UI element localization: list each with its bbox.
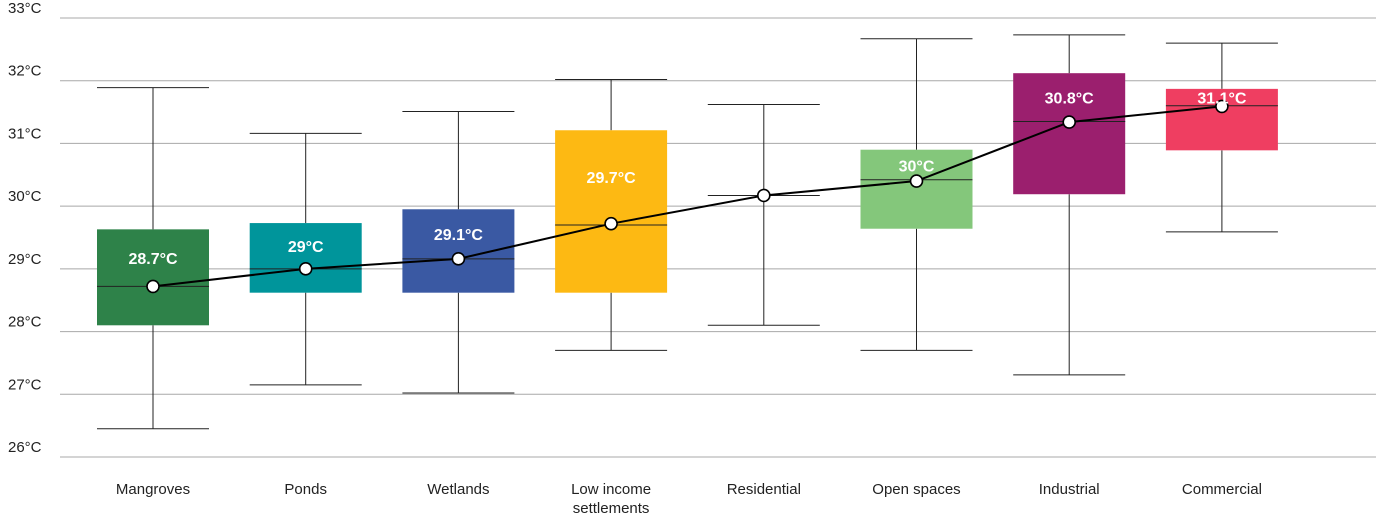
mean-trend (152, 105, 1223, 288)
box-low-income-settlements (555, 130, 668, 293)
box-mangroves (97, 229, 209, 326)
box-wetlands (402, 209, 515, 293)
x-tick-label-low-income-settlements: Low income settlements (571, 481, 651, 517)
box-open-spaces (860, 149, 973, 229)
mean-marker-commercial (1215, 99, 1229, 114)
value-label-open-spaces: 30°C (899, 158, 935, 175)
x-tick-label-line: Residential (727, 481, 801, 498)
box-commercial (1165, 88, 1278, 151)
mean-markers (146, 99, 1229, 294)
x-tick-label-ponds: Ponds (284, 481, 327, 498)
x-tick-label-commercial: Commercial (1182, 481, 1262, 498)
y-tick-label: 29°C (8, 251, 42, 268)
x-tick-label-line: Industrial (1039, 481, 1100, 498)
mean-marker-residential (756, 188, 771, 203)
y-tick-label: 32°C (8, 63, 42, 80)
mean-marker-open-spaces (909, 174, 924, 188)
y-tick-label: 26°C (8, 439, 42, 456)
x-tick-label-line: settlements (573, 500, 650, 517)
y-tick-label: 28°C (8, 314, 42, 331)
mean-marker-ponds (298, 262, 313, 276)
x-tick-label-line: Commercial (1182, 481, 1262, 498)
y-tick-label: 33°C (8, 0, 42, 17)
mean-trend-line (152, 105, 1223, 288)
mean-marker-low-income-settlements (604, 216, 618, 231)
x-tick-label-line: Open spaces (872, 481, 960, 498)
x-tick-label-line: Mangroves (116, 481, 190, 498)
x-tick-label-line: Wetlands (427, 481, 489, 498)
y-axis-ticks: 26°C 27°C 28°C 29°C 30°C 31°C 32°C 33°C (8, 0, 42, 456)
value-label-industrial: 30.8°C (1045, 91, 1095, 108)
x-tick-label-line: Ponds (284, 481, 327, 498)
value-label-wetlands: 29.1°C (434, 227, 484, 244)
x-tick-label-open-spaces: Open spaces (872, 481, 960, 498)
x-tick-label-residential: Residential (727, 481, 801, 498)
value-label-commercial: 31.1°C (1197, 91, 1247, 108)
mean-marker-wetlands (451, 252, 466, 266)
value-label-ponds: 29°C (288, 239, 324, 256)
value-label-low-income-settlements: 29.7°C (587, 170, 637, 187)
y-tick-label: 27°C (8, 376, 42, 393)
y-tick-label: 31°C (8, 125, 42, 142)
box-industrial (1013, 73, 1126, 195)
mean-marker-mangroves (146, 279, 160, 294)
boxes (97, 73, 1278, 326)
x-tick-label-wetlands: Wetlands (427, 481, 489, 498)
y-tick-label: 30°C (8, 188, 42, 205)
x-tick-label-mangroves: Mangroves (116, 481, 190, 498)
x-axis-ticks: Mangroves Ponds Wetlands Low income settleme… (116, 481, 1262, 517)
x-tick-label-industrial: Industrial (1039, 481, 1100, 498)
value-labels: 28.7°C 29°C 29.1°C 29.7°C 30°C 30.8°C 31.1°C (128, 91, 1246, 268)
value-label-mangroves: 28.7°C (128, 251, 178, 268)
mean-marker-industrial (1062, 115, 1076, 129)
x-tick-label-line: Low income (571, 481, 651, 498)
box-ponds (249, 223, 362, 293)
whiskers (97, 34, 1278, 430)
